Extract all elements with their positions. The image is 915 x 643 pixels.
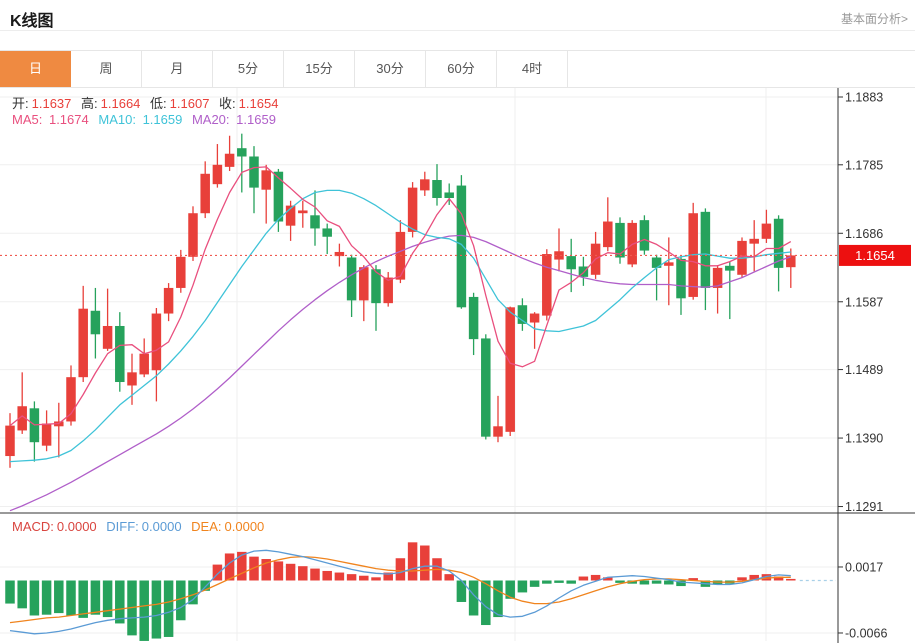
dea-label: DEA: [191,519,222,534]
macd-legend: MACD: 0.0000 DIFF: 0.0000 DEA: 0.0000 [12,519,270,534]
svg-text:1.1785: 1.1785 [845,158,883,172]
ma20-label: MA20: [191,112,230,127]
ma-legend: MA5: 1.1674 MA10: 1.1659 MA20: 1.1659 [12,112,282,127]
ma10-label: MA10: [98,112,136,127]
ma5-line [9,166,792,427]
current-price-badge: 1.1654 [839,244,911,266]
open-value: 1.1637 [31,96,72,111]
diff-value: 0.0000 [141,519,182,534]
svg-text:1.1587: 1.1587 [845,295,883,309]
macd-label: MACD: [12,519,54,534]
ohlc-legend: 开: 1.1637 高: 1.1664 低: 1.1607 收: 1.1654 [12,93,284,112]
header-divider [0,30,915,31]
macd-panel [5,542,836,641]
svg-text:1.1883: 1.1883 [845,91,883,105]
low-value: 1.1607 [169,96,210,111]
page-title: K线图 [10,13,54,30]
diff-line [9,549,791,635]
tab-month[interactable]: 月 [142,51,213,87]
close-label: 收: [219,96,236,111]
ma10-line [9,189,791,463]
price-axis: 1.1883 1.1785 1.1686 1.1587 1.1489 1.1390 1.12… [837,88,887,643]
svg-text:1.1686: 1.1686 [845,227,883,241]
svg-text:1.1654: 1.1654 [855,248,895,263]
high-label: 高: [81,96,98,111]
tab-30min[interactable]: 30分 [355,51,426,87]
low-label: 低: [150,96,167,111]
period-tabs: 日 周 月 5分 15分 30分 60分 4时 [0,50,915,88]
svg-text:-0.0066: -0.0066 [845,626,887,640]
candles-group [5,133,796,468]
dea-value: 0.0000 [224,519,265,534]
tab-day[interactable]: 日 [0,51,71,87]
macd-value: 0.0000 [56,519,97,534]
svg-text:1.1489: 1.1489 [845,363,883,377]
diff-label: DIFF: [106,519,139,534]
ma10-value: 1.1659 [142,112,183,127]
ma5-value: 1.1674 [48,112,89,127]
fundamental-analysis-link[interactable]: 基本面分析> [840,12,908,26]
tab-week[interactable]: 周 [71,51,142,87]
high-value: 1.1664 [100,96,141,111]
svg-text:0.0017: 0.0017 [845,560,883,574]
close-value: 1.1654 [238,96,279,111]
tab-15min[interactable]: 15分 [284,51,355,87]
ma20-line [9,234,792,512]
ma20-value: 1.1659 [236,112,276,127]
tab-4hour[interactable]: 4时 [497,51,568,87]
ma5-label: MA5: [12,112,43,127]
tab-5min[interactable]: 5分 [213,51,284,87]
svg-text:1.1291: 1.1291 [845,500,883,514]
gridlines [0,88,838,641]
tab-60min[interactable]: 60分 [426,51,497,87]
open-label: 开: [12,96,29,111]
kline-chart[interactable]: 1.1883 1.1785 1.1686 1.1587 1.1489 1.1390 1.12… [0,88,915,643]
svg-text:1.1390: 1.1390 [845,432,883,446]
